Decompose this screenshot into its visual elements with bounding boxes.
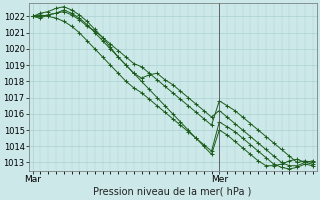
X-axis label: Pression niveau de la mer( hPa ): Pression niveau de la mer( hPa ) <box>93 187 252 197</box>
